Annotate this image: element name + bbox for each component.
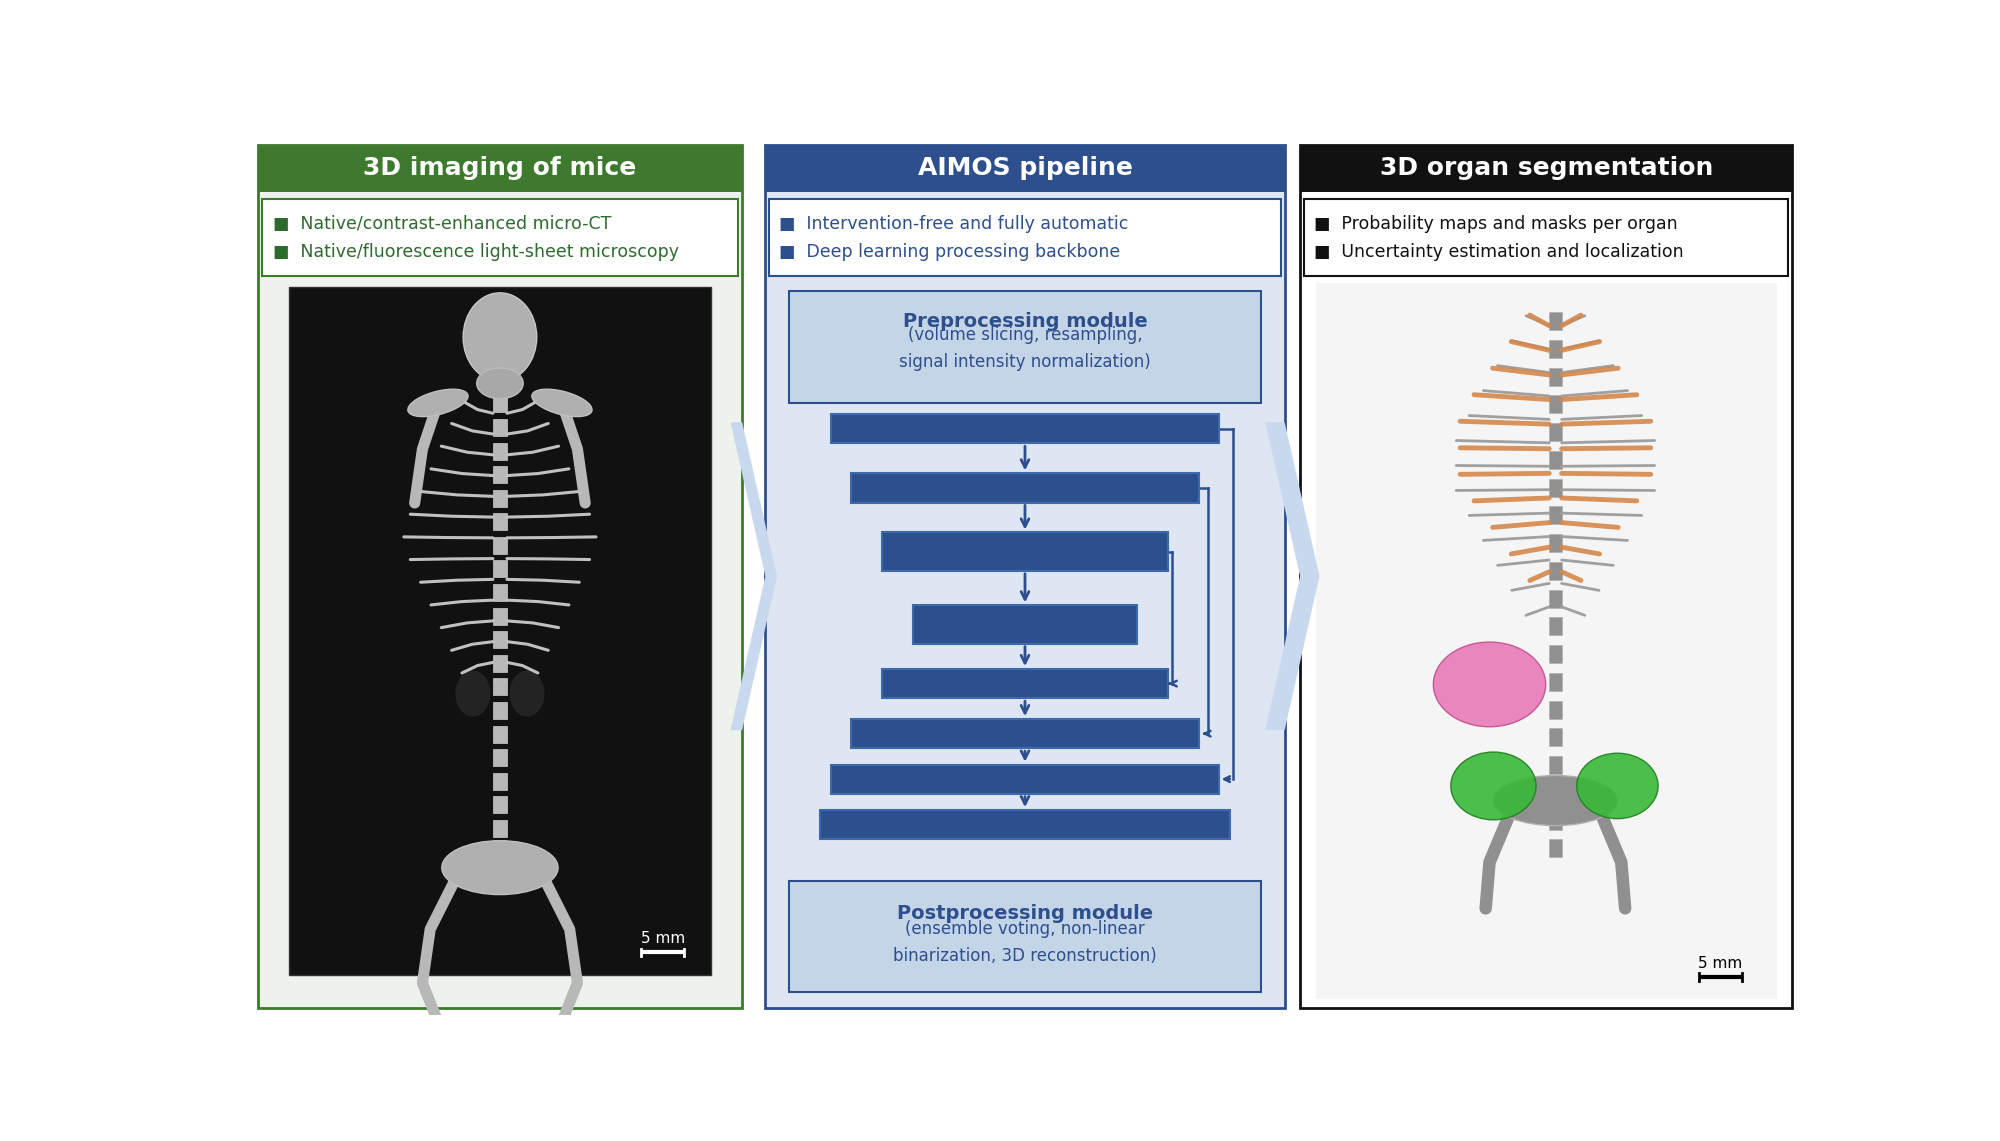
Bar xyxy=(882,533,1168,570)
Text: ■  Deep learning processing backbone: ■ Deep learning processing backbone xyxy=(780,243,1120,261)
Text: Postprocessing module: Postprocessing module xyxy=(896,904,1154,923)
Bar xyxy=(912,605,1138,644)
Bar xyxy=(882,669,1168,698)
Bar xyxy=(1550,534,1562,552)
Bar xyxy=(492,726,506,743)
Bar xyxy=(1550,673,1562,691)
Ellipse shape xyxy=(1434,642,1546,727)
Bar xyxy=(1304,199,1788,275)
Bar xyxy=(492,513,506,531)
Bar xyxy=(1550,590,1562,608)
Text: ■  Uncertainty estimation and localization: ■ Uncertainty estimation and localizatio… xyxy=(1314,243,1684,261)
Text: (volume slicing, resampling,
signal intensity normalization): (volume slicing, resampling, signal inte… xyxy=(900,326,1150,371)
Bar xyxy=(1550,756,1562,775)
Text: Preprocessing module: Preprocessing module xyxy=(902,313,1148,331)
Bar xyxy=(492,537,506,553)
Bar xyxy=(1300,145,1792,1008)
Bar xyxy=(262,199,738,275)
Text: (ensemble voting, non-linear
binarization, 3D reconstruction): (ensemble voting, non-linear binarizatio… xyxy=(894,920,1156,964)
Bar xyxy=(492,867,506,884)
Bar xyxy=(492,560,506,577)
Bar xyxy=(788,291,1262,403)
Text: 3D organ segmentation: 3D organ segmentation xyxy=(1380,156,1712,180)
Bar xyxy=(492,467,506,483)
Text: AIMOS pipeline: AIMOS pipeline xyxy=(918,156,1132,180)
Bar xyxy=(766,145,1284,1008)
Bar xyxy=(1550,451,1562,469)
Bar xyxy=(288,288,712,976)
Bar xyxy=(850,719,1200,748)
Ellipse shape xyxy=(510,671,544,717)
Text: 5 mm: 5 mm xyxy=(1698,956,1742,971)
Text: ■  Intervention-free and fully automatic: ■ Intervention-free and fully automatic xyxy=(780,216,1128,234)
Bar xyxy=(1316,283,1776,998)
Bar xyxy=(492,750,506,767)
Ellipse shape xyxy=(476,367,524,398)
Bar xyxy=(1550,479,1562,496)
Ellipse shape xyxy=(1576,753,1658,818)
Bar xyxy=(1550,423,1562,442)
Polygon shape xyxy=(730,422,776,730)
Bar xyxy=(492,419,506,436)
Ellipse shape xyxy=(532,389,592,416)
Bar xyxy=(1550,784,1562,802)
Text: ■  Probability maps and masks per organ: ■ Probability maps and masks per organ xyxy=(1314,216,1678,234)
Bar xyxy=(492,584,506,601)
Bar xyxy=(832,764,1218,794)
Ellipse shape xyxy=(442,841,558,895)
Bar xyxy=(258,145,742,193)
Bar xyxy=(492,820,506,837)
Bar xyxy=(1550,340,1562,358)
Text: 3D imaging of mice: 3D imaging of mice xyxy=(364,156,636,180)
Bar xyxy=(1550,507,1562,525)
Bar xyxy=(492,443,506,460)
Bar xyxy=(766,145,1284,193)
Bar xyxy=(1550,396,1562,413)
Bar xyxy=(492,796,506,814)
Bar xyxy=(492,679,506,695)
Bar xyxy=(492,631,506,648)
Bar xyxy=(492,843,506,860)
Ellipse shape xyxy=(464,293,536,381)
Bar xyxy=(1550,645,1562,663)
Polygon shape xyxy=(1266,422,1320,730)
Bar xyxy=(832,414,1218,444)
Bar xyxy=(770,199,1280,275)
Bar xyxy=(492,702,506,719)
Bar xyxy=(492,372,506,389)
Ellipse shape xyxy=(408,389,468,416)
Bar xyxy=(1550,367,1562,386)
Text: 5 mm: 5 mm xyxy=(640,931,684,946)
Ellipse shape xyxy=(1450,752,1536,820)
Bar xyxy=(850,474,1200,502)
Bar xyxy=(492,655,506,672)
Text: ■  Native/contrast-enhanced micro-CT: ■ Native/contrast-enhanced micro-CT xyxy=(274,216,612,234)
Bar xyxy=(492,396,506,412)
Bar xyxy=(258,145,742,1008)
Ellipse shape xyxy=(1494,776,1618,826)
Bar xyxy=(1300,145,1792,193)
Bar xyxy=(1550,728,1562,746)
Bar xyxy=(1550,313,1562,330)
Bar xyxy=(1550,561,1562,580)
Bar xyxy=(1550,701,1562,719)
Ellipse shape xyxy=(456,671,490,717)
Bar xyxy=(492,489,506,507)
Bar xyxy=(1550,617,1562,636)
Bar xyxy=(820,810,1230,840)
Bar xyxy=(788,881,1262,993)
Bar xyxy=(1550,840,1562,857)
Bar xyxy=(1550,811,1562,830)
Text: ■  Native/fluorescence light-sheet microscopy: ■ Native/fluorescence light-sheet micros… xyxy=(274,243,680,261)
Bar xyxy=(492,772,506,790)
Bar xyxy=(492,608,506,624)
